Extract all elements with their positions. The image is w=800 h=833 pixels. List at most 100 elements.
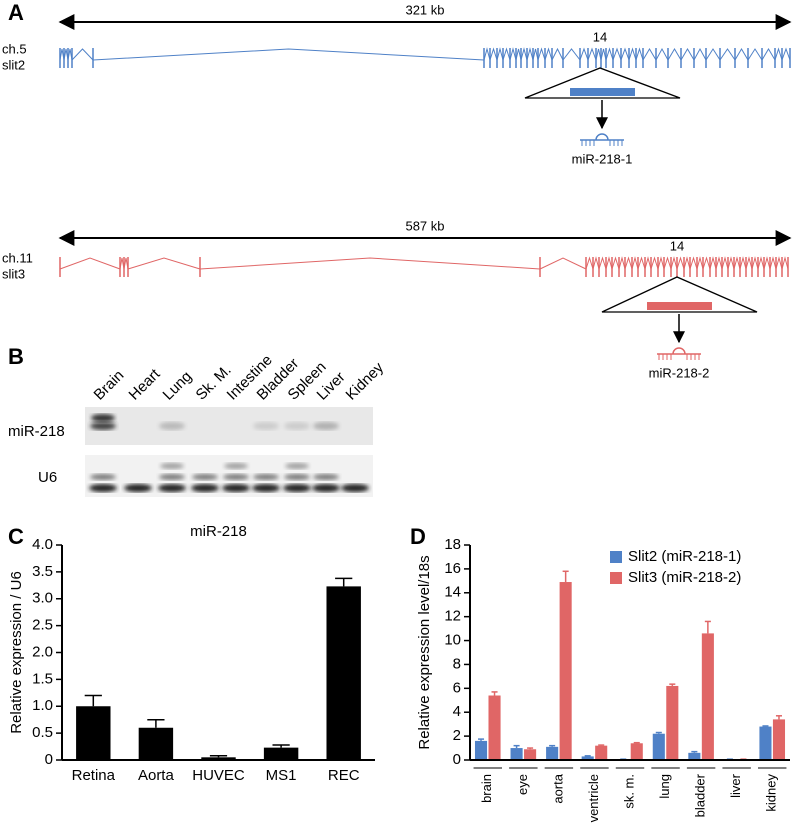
intron [705,48,721,61]
legend-label: Slit2 (miR-218-1) [628,548,741,565]
mirna-label: miR-218-2 [649,365,710,380]
lane-label: Kidney [343,359,388,404]
intron [781,256,789,270]
legend-swatch [610,572,622,584]
intron [551,47,564,61]
gene-label: slit2 [2,57,25,72]
band [285,463,309,469]
x-tick-label: HUVEC [192,767,245,784]
intron [585,256,594,270]
intron [635,47,644,61]
exon-number: 14 [670,238,684,253]
intron [618,256,626,270]
intron [483,47,491,61]
x-tick-label: sk. m. [621,774,636,809]
band [223,474,249,480]
intron [611,256,620,270]
band [158,484,186,492]
intron [721,256,729,270]
bar [772,719,786,760]
intron [680,48,695,61]
y-tick-label: 8 [453,655,461,672]
intron [544,47,553,61]
y-tick-label: 3.0 [32,590,53,607]
x-tick-label: ventricle [586,774,601,822]
intron [600,48,607,61]
x-tick-label: REC [328,767,360,784]
intron [631,256,639,270]
band [90,422,116,430]
exon-zoom [647,302,712,310]
intron [92,48,485,61]
bar [201,757,236,760]
bar [595,745,608,760]
intron [598,256,607,270]
intron [592,256,600,270]
bar [76,706,111,760]
panel-label: A [8,0,24,25]
intron [650,256,659,270]
chart-title: miR-218 [190,523,247,540]
y-tick-label: 14 [444,584,461,601]
x-tick-label: eye [515,774,530,795]
band [159,422,185,430]
intron [520,47,528,61]
intron [719,48,736,61]
intron [199,257,541,270]
intron [693,47,707,61]
panel-label: B [8,344,24,369]
x-tick-label: Aorta [138,767,175,784]
intron [683,256,691,270]
intron [562,48,581,61]
intron [539,257,587,270]
scale-label: 321 kb [405,2,444,17]
intron [655,47,669,61]
bar [524,749,537,760]
intron [489,47,498,61]
legend-label: Slit3 (miR-218-2) [628,569,741,586]
intron [747,48,763,61]
bar [688,752,701,760]
x-tick-label: lung [657,774,672,799]
y-tick-label: 0.5 [32,724,53,741]
exon-number: 14 [593,29,607,44]
band [222,484,250,492]
intron [644,256,652,270]
intron [637,256,646,270]
panel-label: D [410,524,426,549]
bar [546,746,559,760]
band [159,474,185,480]
intron [642,48,657,61]
hairpin-loop [672,347,686,355]
intron [515,48,522,61]
y-tick-label: 12 [444,608,461,625]
intron [734,48,749,61]
band [89,484,117,492]
band [313,474,339,480]
intron [605,256,613,270]
band [312,484,340,492]
intron [702,256,711,270]
intron [612,47,622,61]
intron [739,256,747,270]
bar [510,748,523,760]
intron [709,256,717,270]
bar [581,756,594,760]
y-tick-label: 10 [444,632,461,649]
intron [127,257,201,270]
intron [605,47,614,61]
bar [474,740,488,760]
bar [759,726,772,760]
bar [138,727,174,760]
chromosome-label: ch.5 [2,41,27,56]
intron [595,48,602,61]
scale-label: 587 kb [405,218,444,233]
intron [624,256,633,270]
mirna-label: miR-218-1 [572,151,633,166]
lane-label: Lung [160,368,196,404]
band [160,463,184,469]
intron [526,47,534,61]
x-tick-label: kidney [764,774,779,812]
exon-zoom [570,88,635,96]
